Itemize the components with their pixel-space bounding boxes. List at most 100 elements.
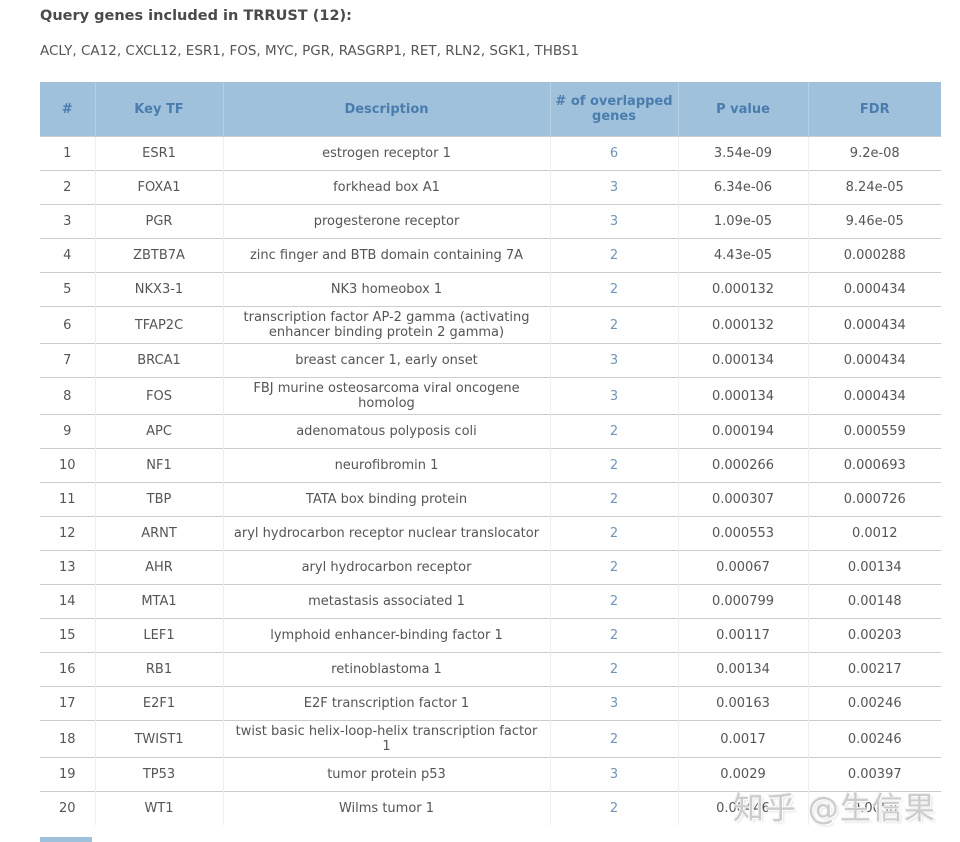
column-header-pvalue: P value (677, 82, 808, 137)
description-cell: E2F transcription factor 1 (222, 686, 550, 721)
key-tf-cell: FOXA1 (94, 170, 223, 205)
overlap-genes-link[interactable]: 2 (609, 560, 619, 575)
overlap-genes-link[interactable]: 2 (609, 282, 619, 297)
table-row: 10 NF1 neurofibromin 1 2 0.000266 0.0006… (40, 448, 941, 483)
table-row: 18 TWIST1 twist basic helix-loop-helix t… (40, 720, 941, 758)
column-header-overlapped-genes: # of overlapped genes (549, 82, 678, 137)
key-tf-cell: APC (94, 414, 223, 449)
overlap-genes-link[interactable]: 2 (609, 458, 619, 473)
pvalue-cell: 0.000307 (677, 482, 808, 517)
pvalue-cell: 1.09e-05 (677, 204, 808, 239)
overlap-genes-link[interactable]: 2 (609, 801, 619, 816)
overlap-cell: 2 (549, 448, 678, 483)
pvalue-cell: 0.000134 (677, 377, 808, 415)
fdr-cell: 9.2e-08 (807, 136, 941, 171)
rank-cell: 12 (40, 516, 95, 551)
rank-cell: 11 (40, 482, 95, 517)
description-cell: Wilms tumor 1 (222, 791, 550, 825)
table-row: 1 ESR1 estrogen receptor 1 6 3.54e-09 9.… (40, 136, 941, 171)
overlap-cell: 2 (549, 584, 678, 619)
fdr-cell: 0.000693 (807, 448, 941, 483)
description-cell: progesterone receptor (222, 204, 550, 239)
key-tf-cell: WT1 (94, 791, 223, 825)
pvalue-cell: 0.000132 (677, 306, 808, 344)
rank-cell: 5 (40, 272, 95, 307)
pvalue-cell: 6.34e-06 (677, 170, 808, 205)
fdr-cell: 0.00246 (807, 720, 941, 758)
description-cell: FBJ murine osteosarcoma viral oncogene h… (222, 377, 550, 415)
fdr-cell: 9.46e-05 (807, 204, 941, 239)
overlap-cell: 2 (549, 791, 678, 825)
overlap-cell: 2 (549, 238, 678, 273)
overlap-genes-link[interactable]: 3 (609, 767, 619, 782)
column-header-fdr: FDR (807, 82, 941, 137)
overlap-genes-link[interactable]: 2 (609, 526, 619, 541)
overlap-cell: 2 (549, 652, 678, 687)
overlap-cell: 6 (549, 136, 678, 171)
overlap-cell: 2 (549, 618, 678, 653)
rank-cell: 2 (40, 170, 95, 205)
pvalue-cell: 4.43e-05 (677, 238, 808, 273)
pvalue-cell: 0.000799 (677, 584, 808, 619)
overlap-cell: 3 (549, 343, 678, 378)
overlap-genes-link[interactable]: 2 (609, 492, 619, 507)
overlap-genes-link[interactable]: 2 (609, 248, 619, 263)
pvalue-cell: 0.0017 (677, 720, 808, 758)
overlap-genes-link[interactable]: 2 (609, 424, 619, 439)
table-row: 17 E2F1 E2F transcription factor 1 3 0.0… (40, 686, 941, 721)
description-cell: retinoblastoma 1 (222, 652, 550, 687)
rank-cell: 9 (40, 414, 95, 449)
overlap-genes-link[interactable]: 2 (609, 662, 619, 677)
pvalue-cell: 0.00446 (677, 791, 808, 825)
overlap-cell: 2 (549, 272, 678, 307)
fdr-cell: 0.000434 (807, 343, 941, 378)
rank-cell: 14 (40, 584, 95, 619)
key-tf-cell: ESR1 (94, 136, 223, 171)
overlap-genes-link[interactable]: 2 (609, 628, 619, 643)
description-cell: zinc finger and BTB domain containing 7A (222, 238, 550, 273)
table-row: 6 TFAP2C transcription factor AP-2 gamma… (40, 306, 941, 344)
rank-cell: 10 (40, 448, 95, 483)
rank-cell: 8 (40, 377, 95, 415)
description-cell: breast cancer 1, early onset (222, 343, 550, 378)
pvalue-cell: 0.000134 (677, 343, 808, 378)
table-row: 12 ARNT aryl hydrocarbon receptor nuclea… (40, 516, 941, 551)
fdr-cell: 0.000726 (807, 482, 941, 517)
overlap-genes-link[interactable]: 3 (609, 696, 619, 711)
pvalue-cell: 0.00134 (677, 652, 808, 687)
column-header-description: Description (222, 82, 550, 137)
overlap-genes-link[interactable]: 3 (609, 214, 619, 229)
overlap-genes-link[interactable]: 2 (609, 731, 619, 747)
description-cell: estrogen receptor 1 (222, 136, 550, 171)
overlap-genes-link[interactable]: 3 (609, 353, 619, 368)
description-cell: aryl hydrocarbon receptor (222, 550, 550, 585)
fdr-cell: 0.00217 (807, 652, 941, 687)
description-cell: aryl hydrocarbon receptor nuclear transl… (222, 516, 550, 551)
key-tf-cell: NF1 (94, 448, 223, 483)
fdr-cell: 0.000434 (807, 306, 941, 344)
table-row: 2 FOXA1 forkhead box A1 3 6.34e-06 8.24e… (40, 170, 941, 205)
overlap-genes-link[interactable]: 3 (609, 388, 619, 404)
rank-cell: 19 (40, 757, 95, 792)
column-header-key-tf: Key TF (94, 82, 223, 137)
table-row: 15 LEF1 lymphoid enhancer-binding factor… (40, 618, 941, 653)
overlap-cell: 3 (549, 757, 678, 792)
table-row: 7 BRCA1 breast cancer 1, early onset 3 0… (40, 343, 941, 378)
fdr-cell: 0.00203 (807, 618, 941, 653)
overlap-genes-link[interactable]: 3 (609, 180, 619, 195)
table-row: 8 FOS FBJ murine osteosarcoma viral onco… (40, 377, 941, 415)
description-cell: TATA box binding protein (222, 482, 550, 517)
overlap-cell: 2 (549, 720, 678, 758)
rank-cell: 6 (40, 306, 95, 344)
rank-cell: 15 (40, 618, 95, 653)
overlap-cell: 3 (549, 170, 678, 205)
overlap-genes-link[interactable]: 2 (609, 317, 619, 333)
fdr-cell: 0.0012 (807, 516, 941, 551)
rank-cell: 13 (40, 550, 95, 585)
overlap-genes-link[interactable]: 6 (609, 146, 619, 161)
key-tf-cell: TFAP2C (94, 306, 223, 344)
table-row: 3 PGR progesterone receptor 3 1.09e-05 9… (40, 204, 941, 239)
rank-cell: 18 (40, 720, 95, 758)
key-tf-cell: AHR (94, 550, 223, 585)
overlap-genes-link[interactable]: 2 (609, 594, 619, 609)
